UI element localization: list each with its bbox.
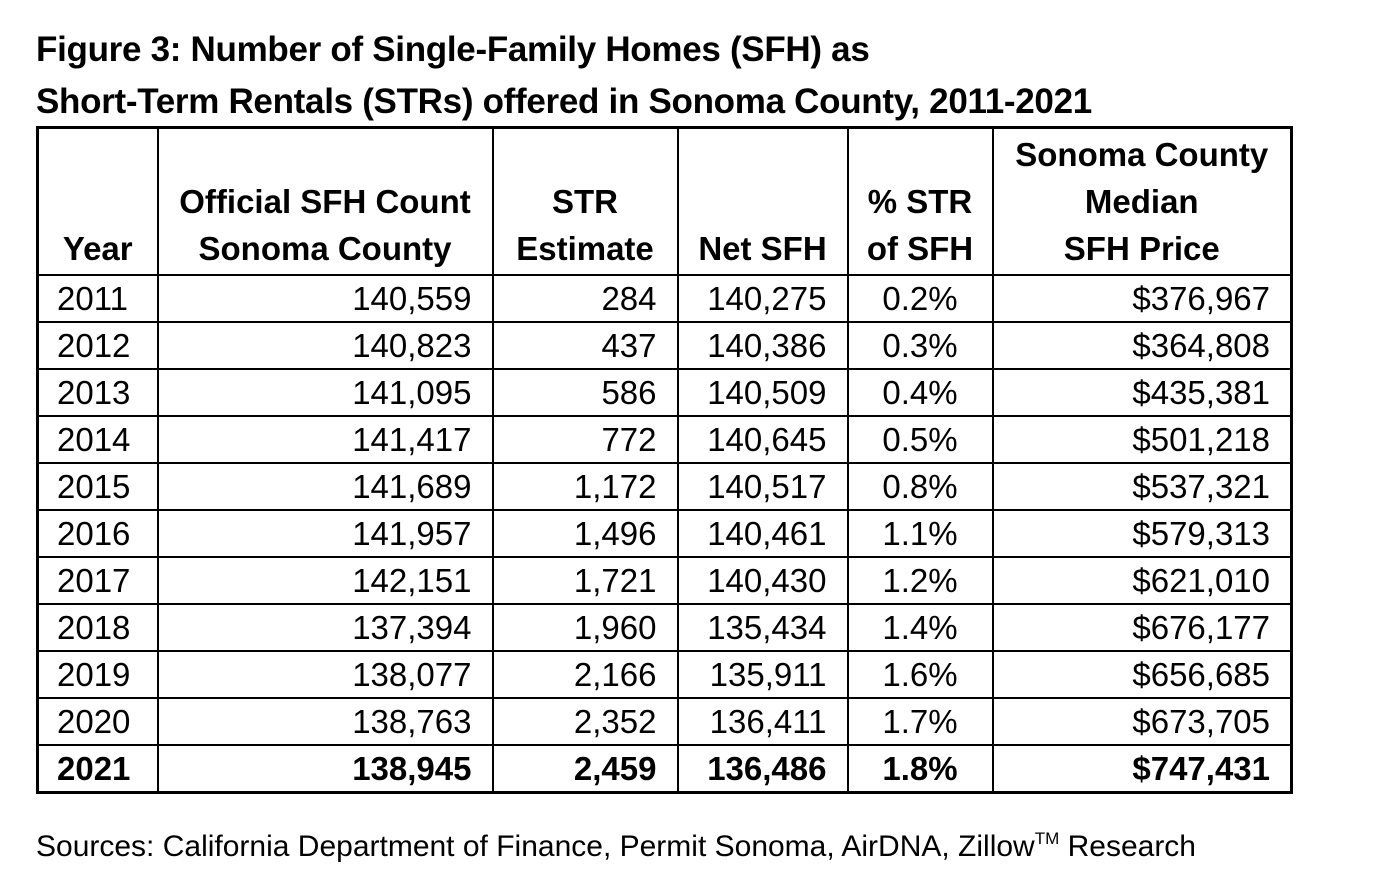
cell-pct-str: 1.7% — [846, 697, 994, 746]
cell-median-price: $656,685 — [991, 650, 1293, 699]
cell-pct-str: 1.1% — [846, 509, 994, 558]
cell-median-price: $376,967 — [991, 274, 1293, 323]
cell-year: 2017 — [36, 556, 159, 605]
cell-pct-str: 1.6% — [846, 650, 994, 699]
cell-net-sfh: 140,386 — [676, 321, 849, 370]
cell-official-count: 140,559 — [156, 274, 494, 323]
cell-official-count: 142,151 — [156, 556, 494, 605]
cell-median-price: $537,321 — [991, 462, 1293, 511]
table-row: 2013 141,095 586 140,509 0.4% $435,381 — [36, 368, 1293, 417]
cell-pct-str: 0.4% — [846, 368, 994, 417]
cell-str-estimate: 284 — [491, 274, 679, 323]
cell-year: 2018 — [36, 603, 159, 652]
cell-str-estimate: 2,352 — [491, 697, 679, 746]
cell-year: 2015 — [36, 462, 159, 511]
table-row: 2020 138,763 2,352 136,411 1.7% $673,705 — [36, 697, 1293, 746]
figure-title-line-1: Figure 3: Number of Single-Family Homes … — [36, 30, 870, 69]
cell-str-estimate: 586 — [491, 368, 679, 417]
table-header-row: Year Official SFH Count Sonoma County ST… — [36, 126, 1293, 276]
trademark-mark: TM — [1034, 829, 1060, 848]
cell-median-price: $621,010 — [991, 556, 1293, 605]
cell-pct-str: 1.2% — [846, 556, 994, 605]
cell-official-count: 141,417 — [156, 415, 494, 464]
cell-net-sfh: 136,411 — [676, 697, 849, 746]
cell-net-sfh: 140,509 — [676, 368, 849, 417]
cell-official-count: 138,077 — [156, 650, 494, 699]
cell-median-price: $435,381 — [991, 368, 1293, 417]
cell-str-estimate: 772 — [491, 415, 679, 464]
table-row-2021: 2021 138,945 2,459 136,486 1.8% $747,431 — [36, 744, 1293, 794]
cell-median-price: $579,313 — [991, 509, 1293, 558]
table-row: 2019 138,077 2,166 135,911 1.6% $656,685 — [36, 650, 1293, 699]
cell-str-estimate: 2,166 — [491, 650, 679, 699]
table-row: 2015 141,689 1,172 140,517 0.8% $537,321 — [36, 462, 1293, 511]
header-year: Year — [36, 126, 159, 276]
table-row: 2017 142,151 1,721 140,430 1.2% $621,010 — [36, 556, 1293, 605]
cell-official-count: 140,823 — [156, 321, 494, 370]
cell-pct-str: 0.2% — [846, 274, 994, 323]
cell-net-sfh: 140,275 — [676, 274, 849, 323]
header-net-sfh: Net SFH — [676, 126, 849, 276]
table-row: 2014 141,417 772 140,645 0.5% $501,218 — [36, 415, 1293, 464]
cell-median-price: $673,705 — [991, 697, 1293, 746]
figure-title: Figure 3: Number of Single-Family Homes … — [36, 24, 1336, 128]
cell-official-count: 138,945 — [156, 744, 494, 794]
cell-net-sfh: 140,645 — [676, 415, 849, 464]
table-row: 2011 140,559 284 140,275 0.2% $376,967 — [36, 274, 1293, 323]
sources-note: Sources: California Department of Financ… — [36, 818, 1196, 868]
table-row: 2016 141,957 1,496 140,461 1.1% $579,313 — [36, 509, 1293, 558]
cell-pct-str: 0.5% — [846, 415, 994, 464]
sfh-str-table: Year Official SFH Count Sonoma County ST… — [36, 126, 1293, 794]
cell-net-sfh: 135,911 — [676, 650, 849, 699]
cell-pct-str: 0.8% — [846, 462, 994, 511]
cell-pct-str: 0.3% — [846, 321, 994, 370]
cell-str-estimate: 1,496 — [491, 509, 679, 558]
cell-year: 2012 — [36, 321, 159, 370]
header-official-sfh-count: Official SFH Count Sonoma County — [156, 126, 494, 276]
sources-suffix: Research — [1059, 830, 1196, 863]
cell-median-price: $747,431 — [991, 744, 1293, 794]
cell-year: 2014 — [36, 415, 159, 464]
cell-str-estimate: 437 — [491, 321, 679, 370]
header-str-estimate: STR Estimate — [491, 126, 679, 276]
figure-title-line-2: Short-Term Rentals (STRs) offered in Son… — [36, 82, 1092, 121]
cell-year: 2011 — [36, 274, 159, 323]
cell-year: 2013 — [36, 368, 159, 417]
cell-pct-str: 1.8% — [846, 744, 994, 794]
cell-net-sfh: 140,461 — [676, 509, 849, 558]
cell-official-count: 141,689 — [156, 462, 494, 511]
cell-str-estimate: 1,172 — [491, 462, 679, 511]
table-row: 2012 140,823 437 140,386 0.3% $364,808 — [36, 321, 1293, 370]
cell-pct-str: 1.4% — [846, 603, 994, 652]
cell-official-count: 137,394 — [156, 603, 494, 652]
sources-text: Sources: California Department of Financ… — [36, 830, 1035, 863]
cell-official-count: 141,095 — [156, 368, 494, 417]
cell-net-sfh: 140,517 — [676, 462, 849, 511]
cell-year: 2019 — [36, 650, 159, 699]
header-pct-str: % STR of SFH — [846, 126, 994, 276]
cell-net-sfh: 140,430 — [676, 556, 849, 605]
cell-year: 2016 — [36, 509, 159, 558]
cell-year: 2021 — [36, 744, 159, 794]
cell-net-sfh: 136,486 — [676, 744, 849, 794]
cell-median-price: $501,218 — [991, 415, 1293, 464]
header-median-price: Sonoma County Median SFH Price — [991, 126, 1293, 276]
table-row: 2018 137,394 1,960 135,434 1.4% $676,177 — [36, 603, 1293, 652]
cell-net-sfh: 135,434 — [676, 603, 849, 652]
cell-official-count: 141,957 — [156, 509, 494, 558]
cell-str-estimate: 1,960 — [491, 603, 679, 652]
cell-median-price: $676,177 — [991, 603, 1293, 652]
cell-year: 2020 — [36, 697, 159, 746]
cell-str-estimate: 2,459 — [491, 744, 679, 794]
cell-str-estimate: 1,721 — [491, 556, 679, 605]
cell-median-price: $364,808 — [991, 321, 1293, 370]
cell-official-count: 138,763 — [156, 697, 494, 746]
